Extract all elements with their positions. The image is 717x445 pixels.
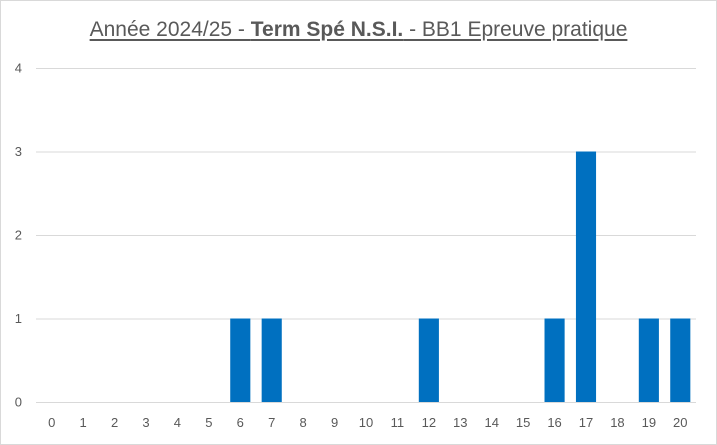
bar-19	[638, 318, 659, 402]
x-tick-label: 16	[547, 415, 561, 430]
x-tick-label: 20	[673, 415, 687, 430]
chart-title-part2: Term Spé N.S.I.	[250, 18, 404, 41]
x-tick-label: 12	[422, 415, 436, 430]
y-tick-label: 4	[15, 61, 22, 76]
x-tick-label: 5	[205, 415, 212, 430]
x-tick-label: 1	[80, 415, 87, 430]
bar-16	[544, 318, 565, 402]
bar-7	[261, 318, 282, 402]
x-tick-label: 2	[111, 415, 118, 430]
chart-title: Année 2024/25 - Term Spé N.S.I. - BB1 Ep…	[0, 18, 717, 42]
bar-12	[418, 318, 439, 402]
bar-20	[670, 318, 691, 402]
chart-title-part3: - BB1 Epreuve pratique	[403, 18, 628, 41]
grid-lines	[36, 68, 696, 403]
x-tick-label: 6	[237, 415, 244, 430]
x-tick-label: 3	[142, 415, 149, 430]
x-axis-ticks: 0 1 2 3 4 5 6 7 8 9 10 11 12 13 14 15 16 17 18 19 20	[48, 415, 687, 430]
bars	[230, 151, 691, 402]
x-tick-label: 7	[268, 415, 275, 430]
x-tick-label: 15	[516, 415, 530, 430]
x-tick-label: 11	[391, 415, 405, 430]
x-tick-label: 13	[453, 415, 467, 430]
x-tick-label: 4	[174, 415, 181, 430]
bar-17	[575, 151, 597, 402]
y-tick-label: 1	[15, 311, 22, 326]
chart-title-part1: Année 2024/25 -	[89, 18, 251, 41]
x-tick-label: 14	[484, 415, 498, 430]
y-tick-label: 3	[15, 144, 22, 159]
x-tick-label: 0	[48, 415, 55, 430]
x-tick-label: 10	[359, 415, 373, 430]
y-tick-label: 2	[15, 228, 22, 243]
x-tick-label: 8	[300, 415, 307, 430]
y-tick-label: 0	[15, 395, 22, 410]
y-axis-ticks: 0 1 2 3 4	[15, 61, 22, 410]
x-tick-label: 17	[579, 415, 593, 430]
x-tick-label: 9	[331, 415, 338, 430]
bar-6	[230, 318, 251, 402]
x-tick-label: 19	[642, 415, 656, 430]
x-tick-label: 18	[610, 415, 624, 430]
